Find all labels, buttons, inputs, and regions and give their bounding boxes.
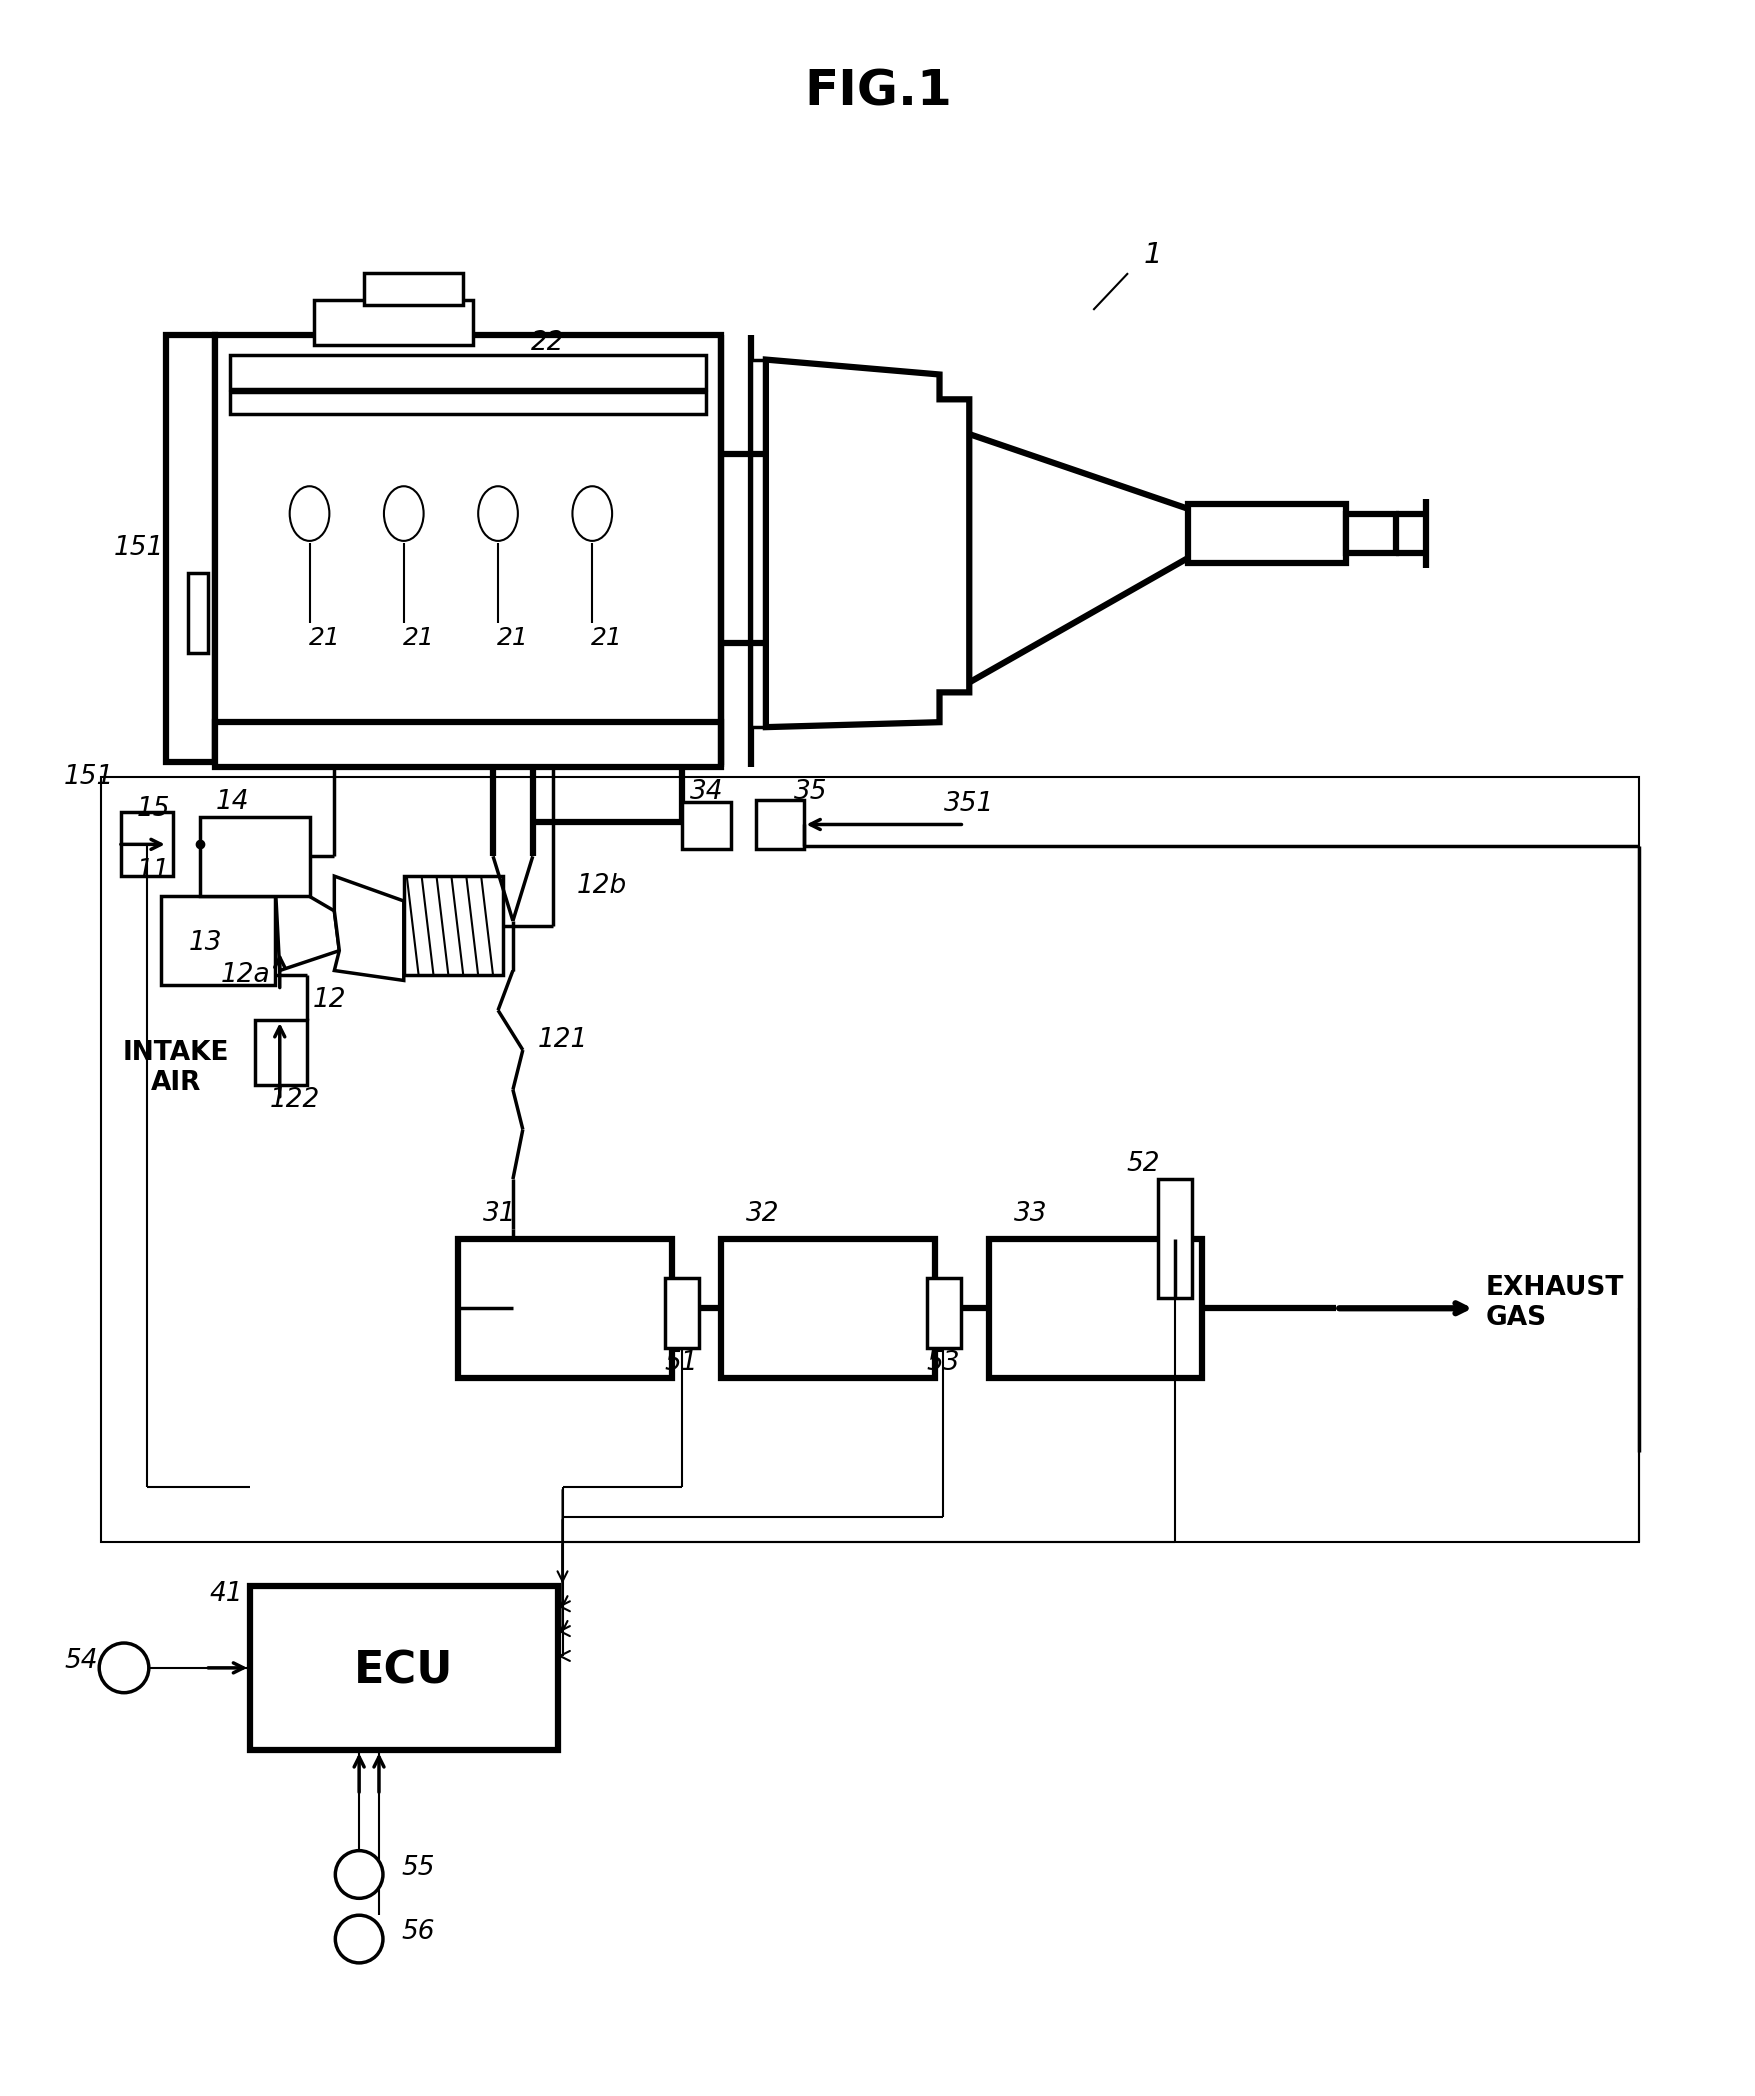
Text: 32: 32 <box>746 1201 779 1226</box>
Circle shape <box>335 1916 383 1962</box>
Bar <box>230 354 706 390</box>
Text: 54: 54 <box>65 1647 98 1675</box>
Bar <box>161 895 274 985</box>
Ellipse shape <box>384 486 423 541</box>
Text: 151: 151 <box>63 763 114 790</box>
Text: 52: 52 <box>1125 1151 1158 1178</box>
Polygon shape <box>765 361 969 727</box>
Text: 21: 21 <box>591 627 623 650</box>
Bar <box>404 876 502 975</box>
Bar <box>927 1279 960 1348</box>
Text: 21: 21 <box>402 627 433 650</box>
Text: 1: 1 <box>1143 241 1162 268</box>
Text: 14: 14 <box>216 788 249 815</box>
Text: 11: 11 <box>137 857 170 885</box>
Ellipse shape <box>572 486 612 541</box>
Text: 21: 21 <box>309 627 340 650</box>
Bar <box>363 272 463 304</box>
Ellipse shape <box>477 486 518 541</box>
Text: 41: 41 <box>209 1580 242 1608</box>
Text: 351: 351 <box>944 790 993 817</box>
Bar <box>216 335 721 763</box>
Text: 21: 21 <box>497 627 528 650</box>
Text: 33: 33 <box>1013 1201 1048 1226</box>
Bar <box>988 1239 1202 1377</box>
Polygon shape <box>274 876 339 970</box>
Bar <box>165 335 216 763</box>
Bar <box>751 361 765 727</box>
Polygon shape <box>333 876 404 981</box>
Bar <box>249 1587 558 1750</box>
Text: 22: 22 <box>530 329 563 356</box>
Bar <box>1346 514 1395 553</box>
Text: 12b: 12b <box>577 874 627 899</box>
Bar <box>721 1239 934 1377</box>
Text: FIG.1: FIG.1 <box>804 67 951 115</box>
Text: 35: 35 <box>793 780 827 805</box>
Text: 13: 13 <box>188 931 221 956</box>
Text: 151: 151 <box>114 534 163 562</box>
Text: 53: 53 <box>927 1350 960 1375</box>
Bar <box>230 392 706 415</box>
Circle shape <box>335 1851 383 1899</box>
Text: 121: 121 <box>537 1027 588 1052</box>
Text: 122: 122 <box>269 1086 319 1113</box>
Text: 15: 15 <box>137 796 170 822</box>
Text: EXHAUST
GAS: EXHAUST GAS <box>1485 1274 1623 1331</box>
Bar <box>200 817 309 895</box>
Text: ECU: ECU <box>355 1650 453 1691</box>
Circle shape <box>98 1643 149 1694</box>
Text: INTAKE
AIR: INTAKE AIR <box>123 1040 228 1096</box>
Bar <box>188 572 209 652</box>
Text: 12: 12 <box>312 987 346 1012</box>
Bar <box>756 801 804 849</box>
Bar <box>1157 1180 1192 1297</box>
Ellipse shape <box>290 486 330 541</box>
Bar <box>314 300 472 344</box>
Bar <box>1186 503 1346 564</box>
Bar <box>458 1239 670 1377</box>
Text: 55: 55 <box>402 1855 435 1880</box>
Bar <box>254 1021 307 1086</box>
Text: 56: 56 <box>402 1920 435 1945</box>
Bar <box>216 723 721 767</box>
Bar <box>121 811 172 876</box>
Bar <box>681 801 730 849</box>
Bar <box>102 778 1637 1543</box>
Text: 31: 31 <box>483 1201 516 1226</box>
Bar <box>665 1279 698 1348</box>
Text: 51: 51 <box>665 1350 698 1375</box>
Text: 34: 34 <box>690 780 723 805</box>
Text: 12a: 12a <box>219 962 270 989</box>
